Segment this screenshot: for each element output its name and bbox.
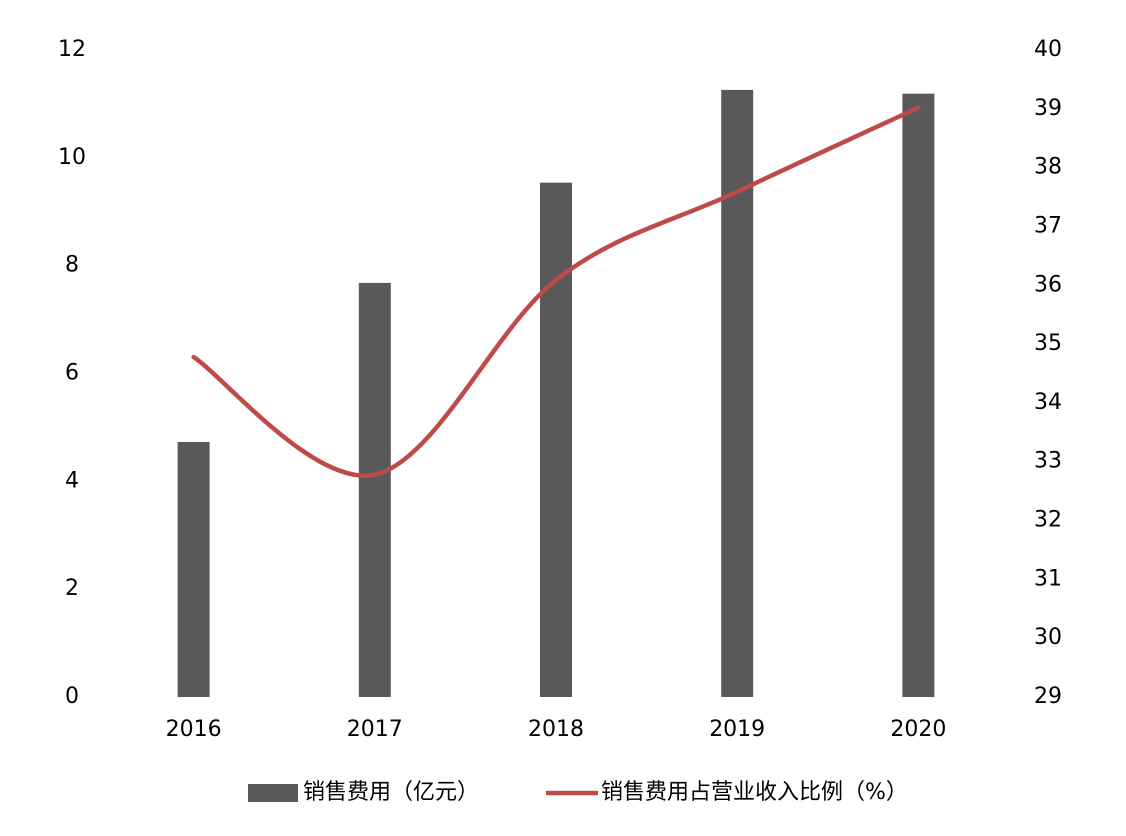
x-tick-label: 2020 [890, 717, 946, 742]
y2-tick-label: 32 [1034, 508, 1062, 533]
y-tick-label: 8 [65, 253, 79, 278]
y2-tick-label: 29 [1034, 684, 1062, 709]
y2-tick-label: 31 [1034, 566, 1062, 591]
bar [721, 89, 754, 698]
y-tick-label: 4 [65, 468, 79, 493]
legend-label: 销售费用（亿元） [303, 780, 479, 805]
y-tick-label: 12 [58, 37, 86, 62]
y2-tick-label: 37 [1034, 213, 1062, 238]
bar [902, 93, 935, 698]
x-tick-label: 2016 [166, 717, 222, 742]
bar [177, 441, 210, 697]
y-tick-label: 6 [65, 361, 79, 386]
y-tick-label: 2 [65, 576, 79, 601]
y2-tick-label: 30 [1034, 625, 1062, 650]
legend-label: 销售费用占营业收入比例（%） [601, 780, 908, 805]
bar [358, 282, 391, 697]
bar [540, 182, 572, 697]
y2-tick-label: 34 [1034, 390, 1062, 415]
x-tick-label: 2019 [709, 717, 765, 742]
y-tick-label: 0 [65, 684, 79, 709]
y-tick-label: 10 [58, 145, 86, 170]
y2-tick-label: 36 [1034, 272, 1062, 297]
y2-tick-label: 40 [1034, 37, 1062, 62]
y2-tick-label: 35 [1034, 331, 1062, 356]
y2-tick-label: 33 [1034, 449, 1062, 474]
x-tick-label: 2017 [347, 717, 403, 742]
x-tick-label: 2018 [528, 717, 584, 742]
y2-tick-label: 39 [1034, 96, 1062, 121]
y2-tick-label: 38 [1034, 155, 1062, 180]
line [191, 105, 921, 478]
legend-swatch [248, 784, 298, 802]
